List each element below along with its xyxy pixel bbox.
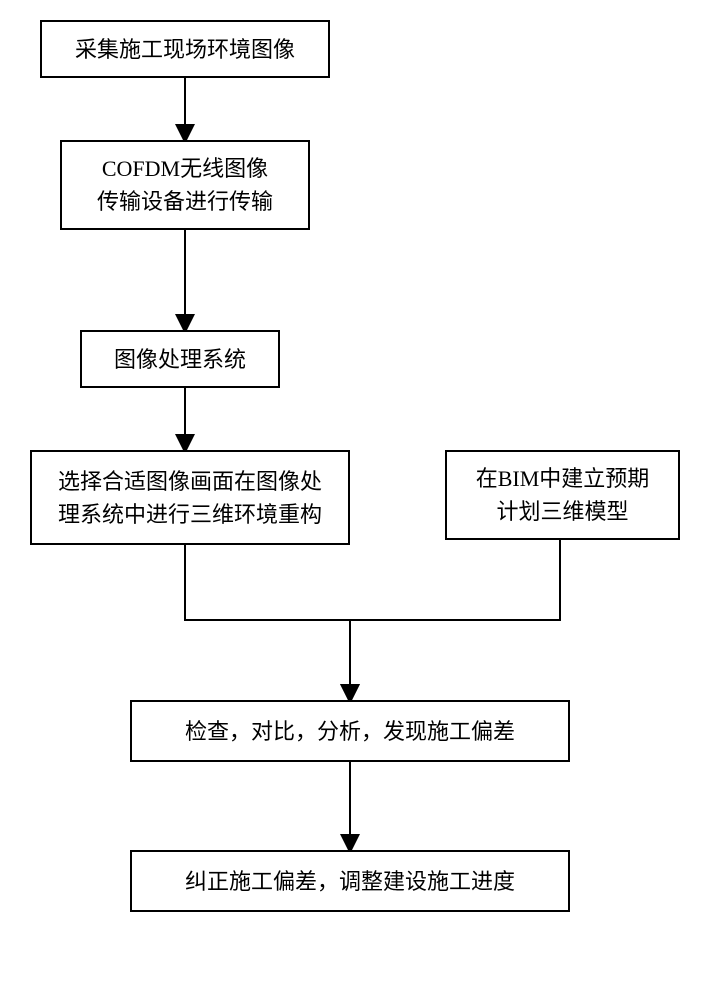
node-label-line: 传输设备进行传输: [97, 185, 273, 218]
flowchart-node-n6: 检查，对比，分析，发现施工偏差: [130, 700, 570, 762]
node-label-line: 纠正施工偏差，调整建设施工进度: [185, 865, 515, 898]
flowchart-node-n2: COFDM无线图像传输设备进行传输: [60, 140, 310, 230]
node-label-line: COFDM无线图像: [102, 152, 268, 185]
edge-n5-n6: [350, 540, 560, 700]
flowchart-node-n5: 在BIM中建立预期计划三维模型: [445, 450, 680, 540]
flowchart-node-n4: 选择合适图像画面在图像处理系统中进行三维环境重构: [30, 450, 350, 545]
edge-n4-n6: [185, 545, 350, 700]
node-label-line: 在BIM中建立预期: [476, 462, 650, 495]
flowchart-node-n1: 采集施工现场环境图像: [40, 20, 330, 78]
node-label-line: 图像处理系统: [114, 343, 246, 376]
flowchart-node-n3: 图像处理系统: [80, 330, 280, 388]
node-label-line: 理系统中进行三维环境重构: [58, 498, 322, 531]
node-label-line: 计划三维模型: [496, 495, 628, 528]
node-label-line: 检查，对比，分析，发现施工偏差: [185, 715, 515, 748]
node-label-line: 采集施工现场环境图像: [75, 33, 295, 66]
flowchart-node-n7: 纠正施工偏差，调整建设施工进度: [130, 850, 570, 912]
node-label-line: 选择合适图像画面在图像处: [58, 465, 322, 498]
